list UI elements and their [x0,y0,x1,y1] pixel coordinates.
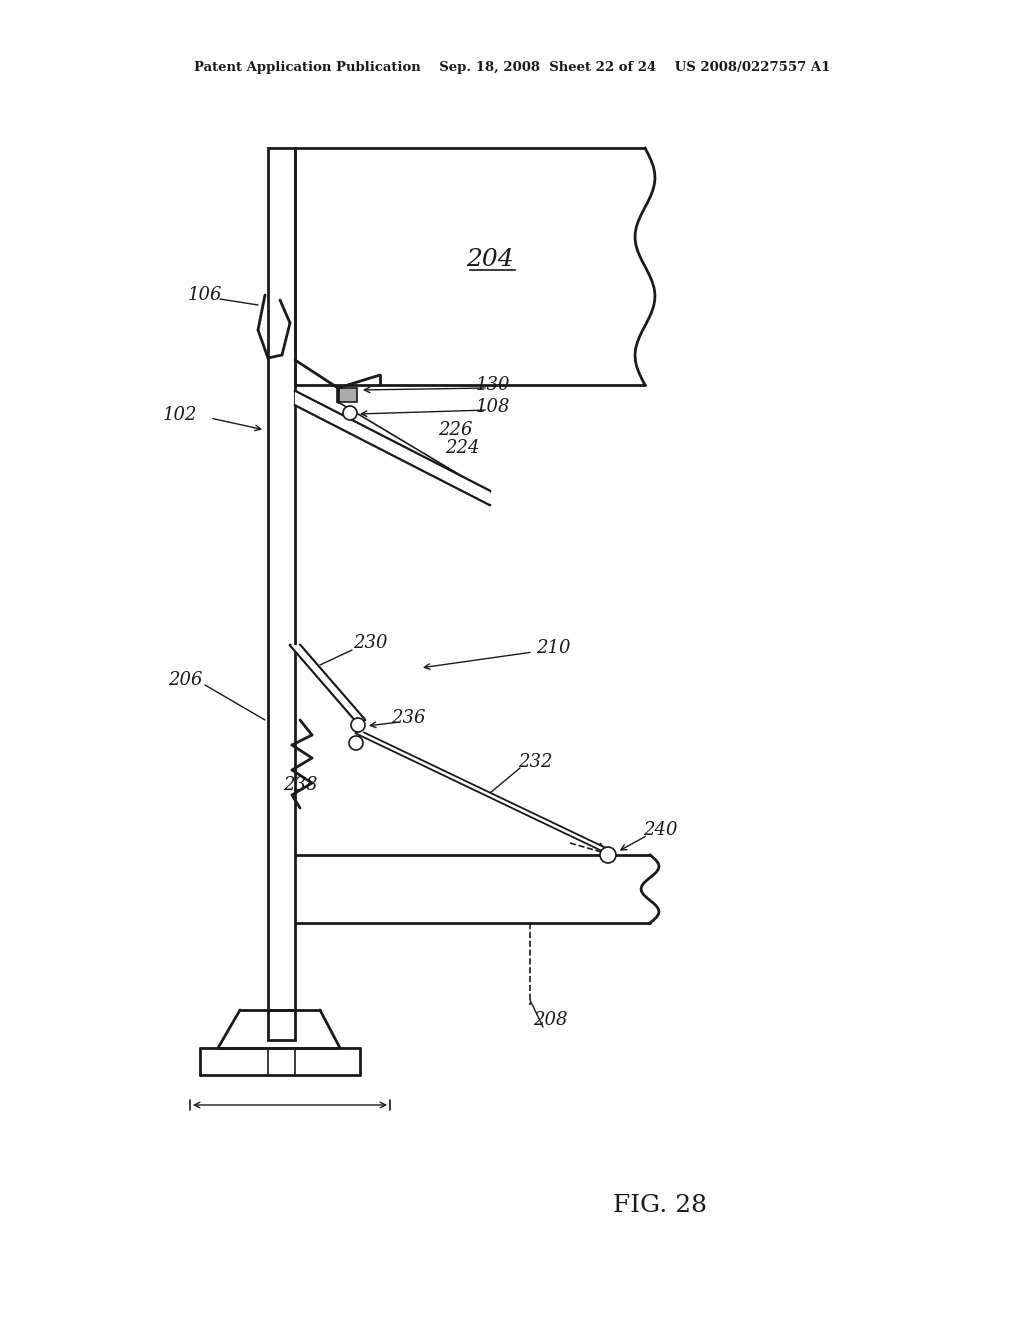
Text: 238: 238 [283,776,317,795]
Text: 230: 230 [352,634,387,652]
Text: 232: 232 [518,752,552,771]
Text: 206: 206 [168,671,203,689]
Circle shape [600,847,616,863]
Text: 226: 226 [437,421,472,440]
Circle shape [351,718,365,733]
Bar [268,148,295,1010]
Circle shape [343,407,357,420]
Text: 224: 224 [444,440,479,457]
Text: 204: 204 [466,248,514,272]
Bar [337,388,357,403]
Text: 240: 240 [643,821,677,840]
Text: FIG. 28: FIG. 28 [613,1193,707,1217]
Text: 102: 102 [163,407,198,424]
Text: 106: 106 [187,286,222,304]
Text: 210: 210 [536,639,570,657]
Text: 236: 236 [391,709,425,727]
Text: Patent Application Publication    Sep. 18, 2008  Sheet 22 of 24    US 2008/02275: Patent Application Publication Sep. 18, … [194,62,830,74]
Circle shape [349,737,362,750]
Text: 208: 208 [532,1011,567,1030]
Polygon shape [357,733,608,850]
Text: 130: 130 [476,376,510,393]
Bar [268,1010,295,1040]
Polygon shape [295,392,490,504]
Polygon shape [291,645,364,719]
Text: 108: 108 [476,399,510,416]
